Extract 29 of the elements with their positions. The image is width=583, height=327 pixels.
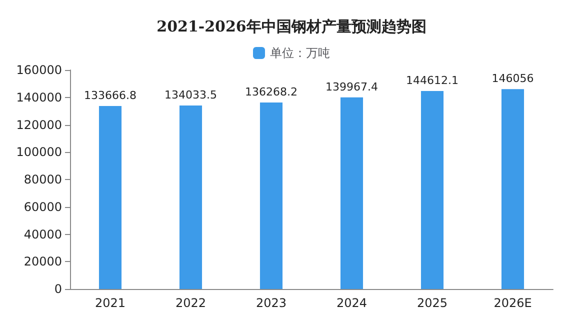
y-tick-label: 40000 [24, 227, 62, 242]
data-label: 136268.2 [245, 85, 298, 98]
bar [179, 106, 202, 289]
x-tick-label: 2025 [416, 296, 448, 310]
data-label: 139967.4 [326, 80, 378, 94]
y-tick-label: 60000 [24, 200, 62, 214]
y-tick-label: 140000 [16, 90, 62, 104]
data-label: 146056 [492, 72, 534, 86]
y-tick-label: 0 [54, 282, 62, 296]
y-tick-label: 120000 [16, 118, 62, 132]
data-label: 144612.1 [406, 74, 458, 88]
data-label: 134033.5 [164, 88, 217, 102]
bar [260, 102, 283, 289]
y-tick-label: 20000 [24, 254, 62, 269]
bar [340, 97, 364, 289]
bar [98, 106, 122, 289]
data-label: 133666.8 [84, 89, 136, 102]
chart-title: 2021-2026年中国钢材产量预测趋势图 [156, 18, 426, 36]
x-tick-label: 2022 [175, 296, 206, 310]
x-tick-label: 2023 [256, 296, 287, 310]
x-tick-label: 2026E [494, 296, 532, 310]
x-tick-label: 2021 [94, 296, 126, 310]
y-tick-label: 160000 [16, 63, 62, 77]
bar [501, 89, 524, 289]
y-tick-label: 100000 [16, 145, 62, 160]
bar [420, 91, 444, 289]
x-tick-label: 2024 [336, 296, 368, 310]
y-tick-label: 80000 [24, 172, 62, 186]
legend-label: 单位：万吨 [270, 46, 330, 60]
